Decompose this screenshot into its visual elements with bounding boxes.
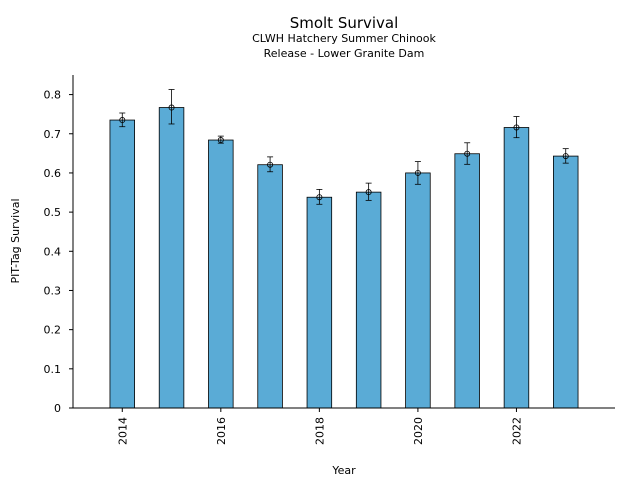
point-marker-2018 — [316, 194, 323, 201]
bar-2019 — [355, 191, 382, 409]
point-marker-2017 — [267, 161, 274, 168]
x-tick-label: 2014 — [116, 417, 129, 445]
x-tick-label: 2022 — [510, 417, 523, 445]
bar-2021 — [454, 153, 480, 409]
point-marker-2019 — [365, 189, 372, 196]
point-marker-2020 — [414, 169, 421, 176]
x-tick-label: 2016 — [215, 417, 228, 445]
x-tick-label: 2018 — [313, 417, 326, 445]
y-tick-label: 0.5 — [44, 206, 62, 219]
y-tick-label: 0.6 — [44, 167, 62, 180]
point-marker-2014 — [119, 117, 126, 124]
y-axis-label: PIT-Tag Survival — [9, 198, 22, 283]
bar-2016 — [208, 139, 234, 409]
point-marker-2022 — [513, 124, 520, 131]
bar-2017 — [257, 164, 283, 409]
bar-2023 — [553, 155, 579, 409]
y-tick-label: 0.4 — [44, 245, 62, 258]
bar-2020 — [405, 172, 431, 409]
point-marker-2015 — [168, 104, 175, 111]
bar-2018 — [306, 196, 333, 409]
y-tick-label: 0.1 — [44, 363, 62, 376]
point-marker-2023 — [562, 153, 569, 160]
plot-area — [109, 89, 579, 409]
x-tick-label: 2020 — [412, 417, 425, 445]
point-marker-2016 — [217, 137, 224, 144]
bar-2015 — [158, 107, 185, 409]
bar-2014 — [109, 119, 135, 409]
chart-title: Smolt Survival — [290, 14, 399, 32]
y-tick-label: 0.7 — [44, 128, 62, 141]
y-tick-label: 0.3 — [44, 284, 62, 297]
y-tick-label: 0 — [54, 402, 61, 415]
point-marker-2021 — [464, 150, 471, 157]
chart-subtitle-line-1: CLWH Hatchery Summer Chinook — [252, 32, 436, 45]
bar-2022 — [503, 127, 530, 409]
y-tick-label: 0.2 — [44, 324, 62, 337]
x-axis-label: Year — [331, 464, 356, 477]
chart-subtitle-line-2: Release - Lower Granite Dam — [264, 47, 425, 60]
y-tick-label: 0.8 — [44, 89, 62, 102]
